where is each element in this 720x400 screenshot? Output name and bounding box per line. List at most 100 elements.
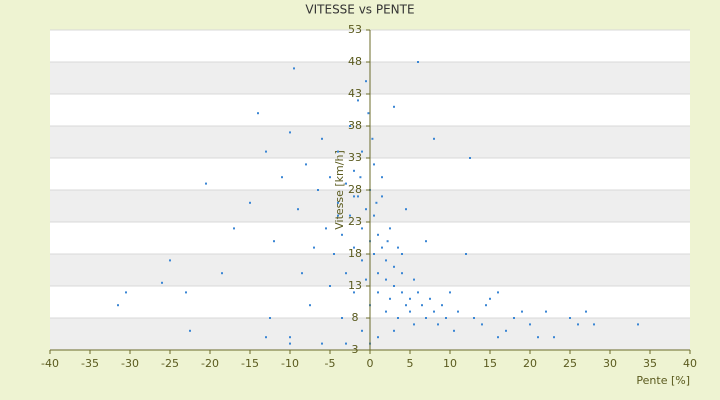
point bbox=[269, 317, 271, 319]
point bbox=[385, 278, 387, 281]
point bbox=[185, 291, 187, 294]
point bbox=[161, 281, 163, 284]
point bbox=[529, 323, 531, 326]
point bbox=[329, 176, 331, 179]
point bbox=[386, 240, 389, 243]
x-tick-label: 5 bbox=[407, 357, 414, 370]
point bbox=[441, 304, 443, 307]
point bbox=[401, 272, 403, 275]
point bbox=[481, 323, 483, 326]
x-tick-label: 30 bbox=[603, 357, 617, 370]
point bbox=[169, 259, 171, 262]
y-tick-label: 43 bbox=[348, 87, 362, 100]
point bbox=[361, 227, 363, 230]
point bbox=[353, 291, 355, 294]
y-tick-label: 3 bbox=[352, 343, 359, 356]
point bbox=[577, 323, 579, 326]
x-tick-label: -5 bbox=[325, 357, 336, 370]
point bbox=[409, 310, 411, 313]
point bbox=[433, 137, 435, 140]
x-tick-label: -30 bbox=[121, 357, 139, 370]
x-tick-label: -40 bbox=[41, 357, 59, 370]
point bbox=[377, 336, 379, 339]
y-tick-label: 38 bbox=[348, 119, 362, 132]
point bbox=[321, 137, 323, 140]
point bbox=[401, 291, 403, 294]
point bbox=[485, 304, 487, 307]
point bbox=[377, 233, 379, 236]
point bbox=[405, 208, 407, 211]
point bbox=[249, 201, 251, 204]
point bbox=[117, 304, 119, 307]
point bbox=[425, 240, 427, 243]
point bbox=[389, 227, 391, 230]
x-tick-label: -10 bbox=[281, 357, 299, 370]
point bbox=[265, 336, 267, 339]
y-tick-label: 23 bbox=[348, 215, 362, 228]
point bbox=[593, 323, 595, 326]
point bbox=[465, 253, 467, 255]
y-tick-label: 53 bbox=[348, 23, 362, 36]
point bbox=[545, 310, 547, 313]
point bbox=[233, 227, 235, 230]
point bbox=[497, 291, 499, 294]
x-tick-label: 15 bbox=[483, 357, 497, 370]
point bbox=[637, 323, 639, 326]
y-tick-label: 48 bbox=[348, 55, 362, 68]
point bbox=[357, 99, 359, 102]
point bbox=[437, 323, 439, 326]
point bbox=[385, 310, 387, 313]
point bbox=[381, 246, 383, 249]
point bbox=[293, 67, 295, 70]
point bbox=[317, 189, 319, 191]
point bbox=[457, 310, 459, 313]
x-tick-label: 20 bbox=[523, 357, 537, 370]
point bbox=[377, 272, 379, 275]
point bbox=[445, 317, 447, 319]
point bbox=[585, 310, 587, 313]
x-tick-label: -35 bbox=[81, 357, 99, 370]
point bbox=[413, 278, 415, 281]
x-tick-label: -20 bbox=[201, 357, 219, 370]
point bbox=[375, 201, 378, 204]
point bbox=[371, 137, 374, 140]
point bbox=[381, 176, 383, 179]
point bbox=[301, 272, 303, 275]
point bbox=[373, 253, 375, 255]
point bbox=[289, 336, 291, 339]
x-tick-label: -25 bbox=[161, 357, 179, 370]
point bbox=[337, 214, 339, 217]
x-tick-label: 25 bbox=[563, 357, 577, 370]
point bbox=[473, 317, 475, 319]
point bbox=[489, 297, 491, 300]
point bbox=[413, 323, 415, 326]
point bbox=[393, 285, 395, 287]
y-tick-label: 13 bbox=[348, 279, 362, 292]
point bbox=[401, 253, 403, 255]
point bbox=[337, 150, 339, 153]
point bbox=[273, 240, 275, 243]
point bbox=[393, 105, 395, 108]
point bbox=[385, 259, 387, 262]
point bbox=[397, 317, 399, 319]
point bbox=[189, 329, 191, 332]
point bbox=[389, 297, 391, 300]
point bbox=[569, 317, 571, 319]
point bbox=[313, 246, 315, 249]
point bbox=[421, 304, 423, 307]
point bbox=[433, 310, 435, 313]
point bbox=[429, 297, 431, 300]
y-tick-label: 18 bbox=[348, 247, 362, 260]
point bbox=[361, 329, 363, 332]
point bbox=[305, 163, 307, 166]
point bbox=[349, 125, 351, 127]
point bbox=[321, 342, 323, 345]
point bbox=[289, 131, 291, 134]
point bbox=[353, 195, 355, 198]
point bbox=[297, 208, 299, 211]
point bbox=[345, 272, 347, 275]
point bbox=[359, 176, 362, 179]
point bbox=[449, 291, 451, 294]
point bbox=[505, 329, 507, 332]
